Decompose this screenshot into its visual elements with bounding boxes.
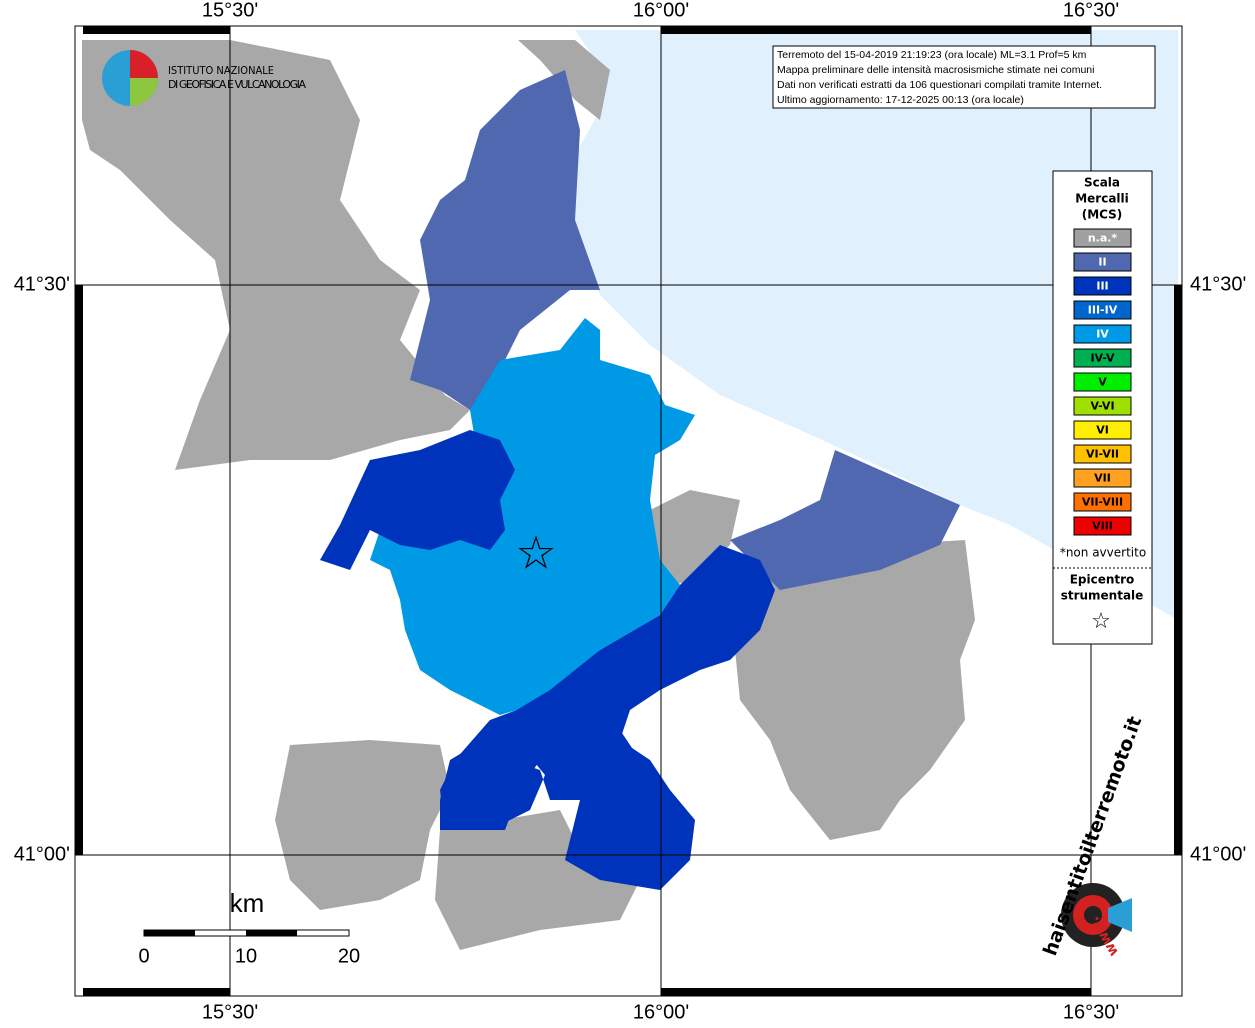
frame-bar: [1174, 285, 1182, 855]
legend-label: VI: [1096, 424, 1109, 437]
legend-label: III: [1096, 280, 1108, 293]
watermark-icon: [1084, 906, 1102, 924]
legend-swatch: [1073, 444, 1132, 464]
info-line: Dati non verificati estratti da 106 ques…: [777, 79, 1102, 91]
legend-swatch: [1073, 300, 1132, 320]
legend-epicentre: strumentale: [1061, 589, 1144, 603]
scale-tick: 10: [235, 945, 257, 967]
region-iii: [320, 430, 515, 570]
legend-swatch: [1073, 276, 1132, 296]
info-box-frame: [772, 45, 1156, 109]
region-iii: [440, 545, 775, 890]
legend-label: n.a.*: [1088, 232, 1118, 245]
frame-bar: [83, 988, 230, 996]
axis-labels: 15°30' 16°00' 16°30' 15°30' 16°00' 16°30…: [14, 0, 1247, 1023]
region-ii: [730, 450, 960, 590]
scale-tick: 20: [338, 945, 360, 967]
region-ii: [410, 70, 600, 410]
legend-label: VII-VIII: [1082, 496, 1123, 509]
region-na: [435, 810, 640, 950]
info-box: Terremoto del 15-04-2019 21:19:23 (ora l…: [772, 45, 1156, 109]
lon-label: 16°30': [1063, 1001, 1119, 1023]
legend-title: Mercalli: [1075, 192, 1129, 206]
scale-segment: [144, 930, 195, 936]
info-line: Mappa preliminare delle intensità macros…: [777, 64, 1094, 76]
scale-unit: km: [230, 888, 265, 918]
lat-label: 41°30': [1190, 273, 1246, 295]
legend-label: VI-VII: [1086, 448, 1119, 461]
sea: [574, 30, 1178, 620]
legend-label: IV-V: [1090, 352, 1115, 365]
region-na: [275, 740, 450, 910]
scale-tick: 0: [138, 945, 149, 967]
logo-text: ISTITUTO NAZIONALE: [168, 64, 274, 77]
legend-swatch: [1073, 324, 1132, 344]
frame-bar: [83, 26, 230, 34]
logo-text: DI GEOFISICA E VULCANOLOGIA: [168, 78, 306, 91]
logo-globe: [130, 78, 158, 106]
lon-label: 15°30': [202, 0, 258, 21]
region-na: [82, 40, 470, 470]
legend-swatch: [1073, 252, 1132, 272]
legend-swatch: [1073, 420, 1132, 440]
region-iv: [370, 318, 695, 715]
legend-swatch: [1073, 228, 1132, 248]
frame-bar: [661, 26, 1091, 34]
region-na: [735, 540, 975, 840]
scale-bar: km 0 10 20: [138, 888, 360, 967]
info-line: Terremoto del 15-04-2019 21:19:23 (ora l…: [777, 49, 1087, 61]
legend-swatch: [1073, 468, 1132, 488]
frame-bar: [75, 285, 83, 855]
legend-label: II: [1098, 256, 1106, 269]
legend-swatch: [1073, 396, 1132, 416]
legend-swatch: [1073, 492, 1132, 512]
lat-label: 41°00': [14, 843, 70, 865]
region-iii: [440, 700, 640, 830]
watermark-icon: [1108, 898, 1132, 932]
legend-label: VII: [1094, 472, 1111, 485]
legend-title: (MCS): [1082, 208, 1123, 222]
legend-star: ☆: [1091, 609, 1111, 634]
lat-label: 41°30': [14, 273, 70, 295]
info-line: Ultimo aggiornamento: 17-12-2025 00:13 (…: [777, 94, 1024, 106]
legend-swatch: [1073, 348, 1132, 368]
legend-label: V: [1098, 376, 1107, 389]
lat-label: 41°00': [1190, 843, 1246, 865]
legend-label: III-IV: [1088, 304, 1118, 317]
map-area: [82, 30, 1178, 950]
frame-bar: [661, 988, 1091, 996]
legend-label: IV: [1096, 328, 1109, 341]
lon-label: 16°00': [633, 0, 689, 21]
legend-title: Scala: [1084, 176, 1120, 190]
ingv-logo: ISTITUTO NAZIONALE DI GEOFISICA E VULCAN…: [102, 50, 306, 106]
lon-label: 16°00': [633, 1001, 689, 1023]
region-na: [650, 490, 740, 590]
legend-swatch: [1073, 372, 1132, 392]
lon-label: 15°30': [202, 1001, 258, 1023]
legend-epicentre: Epicentro: [1070, 573, 1135, 587]
legend: Scala Mercalli (MCS) *non avvertito Epic…: [1052, 170, 1153, 645]
legend-swatch: [1073, 516, 1132, 536]
frame: [74, 25, 1183, 997]
legend-note: *non avvertito: [1060, 546, 1146, 560]
legend-label: V-VI: [1090, 400, 1114, 413]
scale-segment: [246, 930, 297, 936]
logo-globe: [130, 50, 158, 78]
epicentre-star: ☆: [515, 526, 556, 580]
legend-label: VIII: [1092, 520, 1113, 533]
lon-label: 16°30': [1063, 0, 1119, 21]
